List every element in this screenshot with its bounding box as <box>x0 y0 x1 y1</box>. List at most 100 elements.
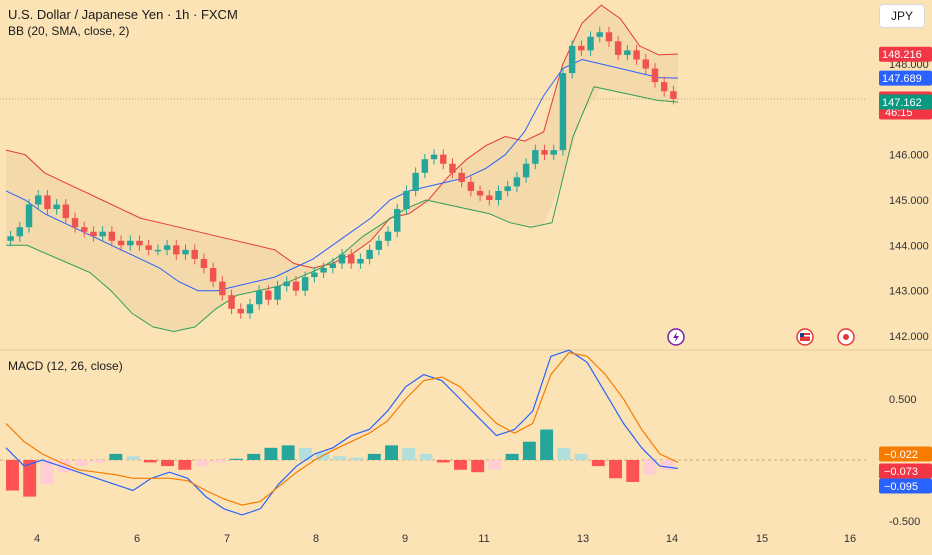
candle-body <box>587 36 594 51</box>
candle-body <box>541 150 548 155</box>
candle-body <box>605 32 613 42</box>
macd-histogram-bar <box>454 460 467 470</box>
candle-body <box>283 281 290 287</box>
flag-canton <box>800 333 804 337</box>
macd-histogram-bar <box>195 460 209 467</box>
macd-histogram-bar <box>161 460 174 467</box>
date-axis-tick: 7 <box>224 533 230 545</box>
macd-histogram-bar <box>522 441 536 460</box>
candle-body <box>255 290 263 305</box>
candle-body <box>384 231 392 241</box>
macd-histogram-bar <box>74 460 88 467</box>
macd-histogram-bar <box>298 447 312 460</box>
candle-body <box>117 240 125 246</box>
red-dot <box>843 334 849 340</box>
date-axis-tick: 9 <box>402 533 408 545</box>
symbol-title: U.S. Dollar / Japanese Yen · 1h · FXCM <box>8 7 238 22</box>
macd-histogram-bar <box>247 453 261 460</box>
candle-body <box>7 236 14 241</box>
candle-body <box>670 91 677 99</box>
price-badge <box>879 70 932 86</box>
date-axis-tick: 11 <box>478 533 489 545</box>
candle-body <box>90 231 97 237</box>
signal-line <box>5 351 679 506</box>
macd-indicator-label[interactable]: MACD (12, 26, close) <box>8 359 123 373</box>
macd-histogram-bar <box>333 456 347 460</box>
candle-body <box>53 204 60 210</box>
macd-badge <box>879 463 932 479</box>
macd-histogram-bar <box>419 453 433 460</box>
macd-histogram-bar <box>643 460 657 475</box>
lightning-glyph <box>673 332 679 342</box>
candle-body <box>136 240 143 246</box>
macd-histogram-bar <box>6 460 19 491</box>
candle-body <box>412 172 419 191</box>
candle-body <box>228 295 235 309</box>
macd-histogram-bar <box>436 460 450 463</box>
price-axis-tick: 142.000 <box>889 331 929 343</box>
candle-body <box>660 82 668 92</box>
macd-histogram-bar <box>212 460 226 463</box>
date-axis-tick: 4 <box>34 533 40 545</box>
price-axis-tick: 143.000 <box>889 286 929 298</box>
candle-body <box>633 50 640 60</box>
candle-body <box>44 195 51 210</box>
macd-badge <box>879 446 932 462</box>
candle-body <box>568 45 576 74</box>
candle-body <box>25 204 33 228</box>
candle-body <box>651 68 659 83</box>
candle-body <box>486 195 493 200</box>
candle-body <box>614 41 622 55</box>
macd-histogram-bar <box>626 460 640 482</box>
candle-body <box>163 245 171 250</box>
bb-basis-line <box>5 58 679 292</box>
candle-body <box>329 263 337 268</box>
macd-badge-label: −0.073 <box>884 466 918 478</box>
macd-histogram-bar <box>143 460 157 463</box>
price-badge <box>879 46 932 62</box>
macd-histogram-bar <box>574 453 588 460</box>
candle-body <box>16 227 24 237</box>
macd-histogram-bar <box>178 460 192 470</box>
candle-body <box>624 50 631 55</box>
macd-histogram-bar <box>230 458 243 460</box>
date-axis-tick: 16 <box>844 533 856 545</box>
macd-histogram-bar <box>385 445 398 460</box>
macd-badge-label: −0.022 <box>884 449 918 461</box>
macd-histogram-bar <box>471 460 485 473</box>
candle-body <box>99 231 106 237</box>
candle-body <box>301 277 309 291</box>
macd-histogram-bar <box>609 460 622 479</box>
candle-body <box>265 290 272 300</box>
candle-body <box>200 258 208 268</box>
candle-body <box>274 286 281 300</box>
currency-button[interactable]: JPY <box>879 4 925 28</box>
candle-body <box>191 249 198 259</box>
candle-body <box>440 154 447 164</box>
macd-histogram-bar <box>540 429 554 460</box>
candle-body <box>292 281 300 291</box>
candle-body <box>476 190 484 196</box>
candle-body <box>366 249 373 259</box>
candle-body <box>173 245 180 255</box>
price-badge-label: 147.162 <box>882 97 922 109</box>
candle-body <box>578 45 585 51</box>
macd-histogram-bar <box>660 460 674 470</box>
macd-axis-tick: 0.500 <box>889 394 917 406</box>
candle-body <box>338 254 346 264</box>
flag-stripes <box>800 333 810 341</box>
macd-histogram-bar <box>505 453 519 460</box>
macd-histogram-bar <box>488 460 502 470</box>
candle-body <box>108 231 116 241</box>
bb-band-fill <box>6 5 678 331</box>
bb-indicator-label[interactable]: BB (20, SMA, close, 2) <box>8 24 130 38</box>
candle-body <box>458 172 465 182</box>
date-axis-tick: 13 <box>577 533 589 545</box>
candle-body <box>559 73 567 151</box>
candle-body <box>522 163 530 178</box>
candle-body <box>394 209 401 232</box>
price-axis-tick: 145.000 <box>889 195 929 207</box>
candle-body <box>81 227 88 232</box>
candle-body <box>62 204 70 219</box>
